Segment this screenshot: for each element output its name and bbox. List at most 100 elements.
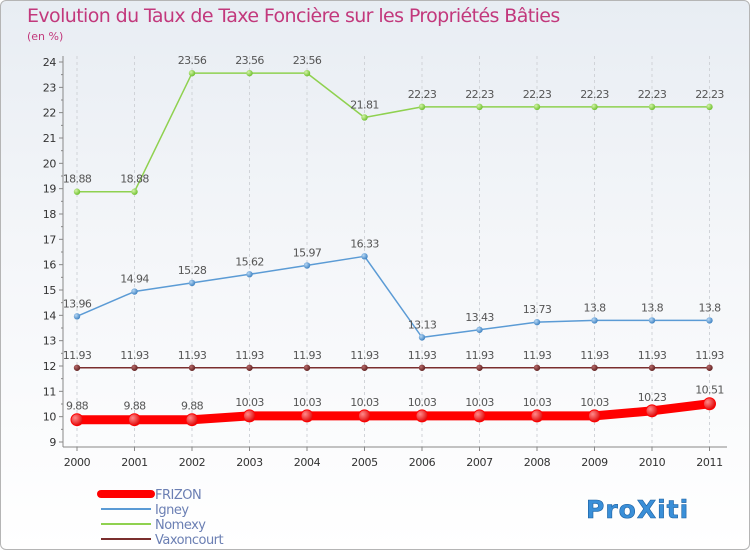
y-tick-label: 24: [43, 56, 57, 69]
data-point-igney: [476, 326, 483, 333]
data-labels: 11.93 11.93 11.93 11.93 11.93 11.93 11.93 11.93…: [63, 54, 725, 413]
chart-title: Evolution du Taux de Taxe Foncière sur l…: [27, 5, 560, 27]
data-label-igney: 15.97: [293, 246, 322, 259]
data-label-nomexy: 23.56: [178, 54, 207, 67]
data-point-igney: [131, 288, 138, 295]
data-label-nomexy: 22.23: [580, 88, 609, 101]
data-label-igney: 13.8: [641, 301, 664, 314]
axes: [59, 56, 727, 451]
data-label-nomexy: 21.81: [350, 98, 379, 111]
data-point-nomexy: [591, 103, 598, 111]
data-point-igney: [361, 253, 368, 260]
data-point-nomexy: [188, 69, 196, 77]
data-point-igney: [303, 262, 311, 269]
data-label-frizon: 10.03: [293, 396, 322, 409]
data-label-vaxoncourt: 11.93: [408, 349, 437, 362]
x-tick-label: 2000: [64, 456, 91, 469]
data-label-frizon: 10.51: [695, 384, 724, 397]
data-label-frizon: 10.03: [523, 396, 552, 409]
data-label-frizon: 9.88: [181, 400, 204, 413]
data-point-nomexy: [73, 188, 81, 195]
y-tick-label: 10: [43, 411, 57, 424]
data-label-igney: 13.8: [583, 301, 606, 314]
y-tick-label: 12: [43, 360, 56, 373]
data-label-nomexy: 18.88: [63, 173, 92, 186]
data-point-nomexy: [246, 69, 253, 77]
proxiti-logo-text: ProXiti: [586, 495, 689, 524]
series-lines: [70, 69, 716, 427]
y-tick-labels: 9 10 11 12 13 14 15 16 17 18 19 20 21 22 23 24: [43, 56, 57, 449]
x-tick-label: 2006: [409, 456, 436, 469]
y-tick-label: 23: [43, 81, 57, 94]
data-point-nomexy: [476, 103, 483, 111]
y-tick-label: 14: [43, 309, 57, 322]
data-label-nomexy: 23.56: [235, 54, 264, 67]
data-label-vaxoncourt: 11.93: [580, 349, 609, 362]
data-label-frizon: 10.03: [465, 396, 494, 409]
data-point-nomexy: [418, 103, 426, 111]
data-point-frizon: [588, 409, 601, 423]
data-point-vaxoncourt: [533, 364, 541, 371]
data-point-igney: [706, 317, 713, 324]
data-point-nomexy: [533, 103, 541, 111]
data-label-igney: 13.43: [465, 311, 494, 324]
data-point-frizon: [185, 413, 199, 427]
x-tick-label: 2010: [639, 456, 666, 469]
data-label-igney: 15.62: [235, 255, 264, 268]
legend-label-nomexy: Nomexy: [155, 518, 206, 533]
data-point-igney: [418, 334, 426, 341]
data-point-vaxoncourt: [73, 364, 81, 371]
y-tick-label: 19: [43, 183, 57, 196]
data-point-igney: [73, 313, 81, 320]
data-point-nomexy: [131, 188, 138, 195]
data-label-nomexy: 18.88: [120, 173, 149, 186]
data-label-igney: 13.96: [63, 297, 92, 310]
data-label-frizon: 10.03: [580, 396, 609, 409]
data-label-nomexy: 22.23: [408, 88, 437, 101]
data-label-igney: 13.13: [408, 318, 437, 331]
data-label-vaxoncourt: 11.93: [293, 349, 322, 362]
y-tick-label: 15: [43, 284, 57, 297]
data-label-frizon: 10.03: [408, 396, 437, 409]
data-label-frizon: 9.88: [66, 400, 89, 413]
data-point-vaxoncourt: [706, 364, 713, 371]
data-label-vaxoncourt: 11.93: [178, 349, 207, 362]
data-point-nomexy: [706, 103, 713, 111]
x-tick-label: 2008: [524, 456, 551, 469]
data-point-frizon: [358, 409, 371, 423]
data-point-vaxoncourt: [246, 364, 253, 371]
y-tick-label: 20: [43, 157, 57, 170]
data-point-igney: [591, 317, 598, 324]
data-point-vaxoncourt: [188, 364, 196, 371]
data-point-vaxoncourt: [418, 364, 426, 371]
legend: FRIZON Igney Nomexy Vaxoncourt: [97, 488, 224, 548]
data-point-frizon: [473, 409, 486, 423]
x-tick-label: 2011: [696, 456, 722, 469]
data-label-vaxoncourt: 11.93: [350, 349, 379, 362]
data-label-vaxoncourt: 11.93: [120, 349, 149, 362]
data-point-frizon: [645, 404, 659, 418]
data-point-vaxoncourt: [476, 364, 483, 371]
data-label-frizon: 10.03: [350, 396, 379, 409]
x-tick-label: 2004: [294, 456, 321, 469]
data-label-igney: 15.28: [178, 264, 207, 277]
legend-label-igney: Igney: [155, 503, 189, 518]
y-tick-label: 18: [43, 208, 57, 221]
series-line-nomexy: [76, 72, 711, 193]
data-point-frizon: [415, 409, 429, 423]
data-label-igney: 16.33: [350, 237, 379, 250]
chart-subtitle: (en %): [27, 30, 64, 43]
legend-label-vaxoncourt: Vaxoncourt: [155, 533, 224, 548]
data-point-nomexy: [361, 114, 368, 121]
data-point-nomexy: [648, 103, 656, 111]
data-point-igney: [648, 317, 656, 324]
data-label-vaxoncourt: 11.93: [523, 349, 552, 362]
data-point-vaxoncourt: [303, 364, 311, 371]
data-point-frizon: [703, 397, 716, 411]
data-label-vaxoncourt: 11.93: [63, 349, 92, 362]
y-tick-label: 16: [43, 259, 57, 272]
data-label-nomexy: 23.56: [293, 54, 322, 67]
data-point-vaxoncourt: [131, 364, 138, 371]
y-tick-label: 21: [43, 132, 56, 145]
